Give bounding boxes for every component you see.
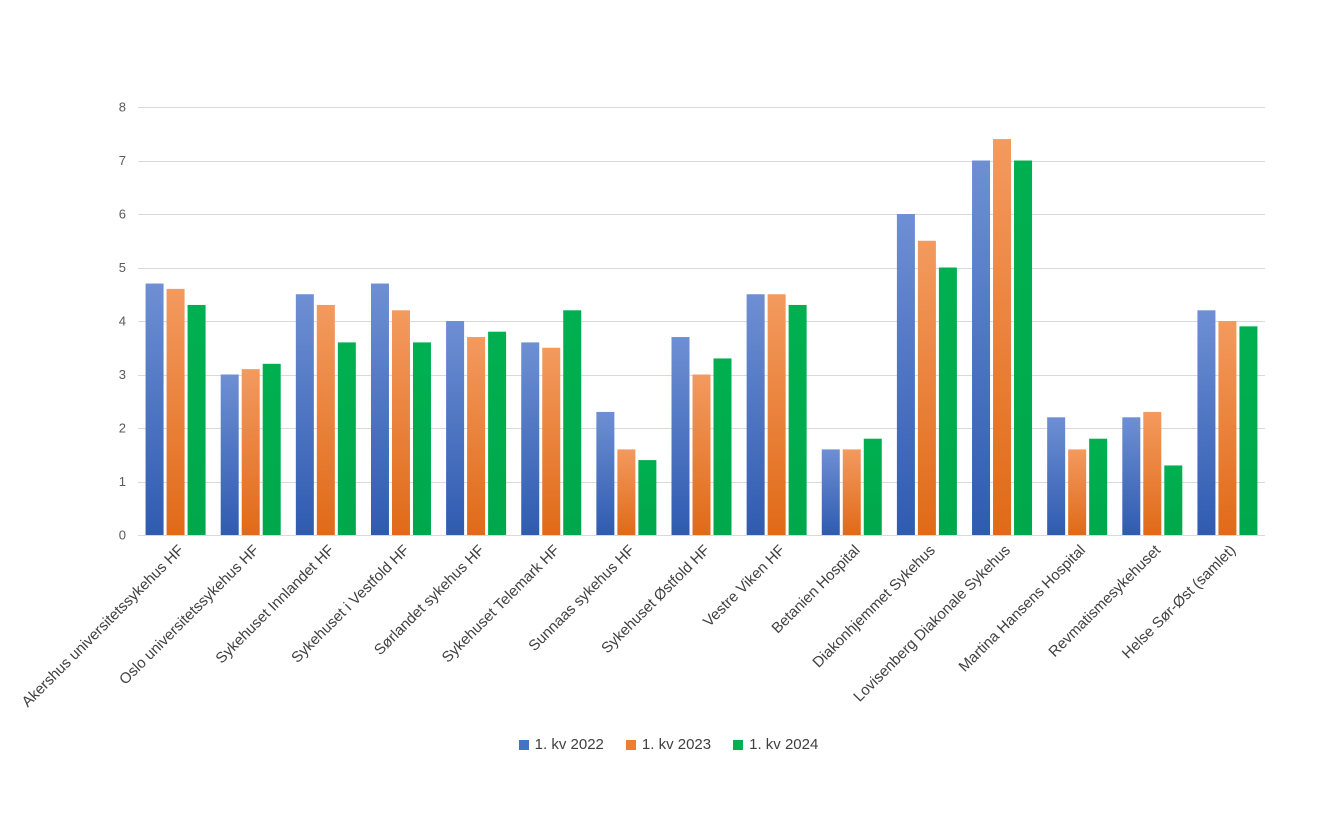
legend-item-series-1: 1. kv 2022	[518, 736, 604, 753]
bar-series-3-category-5	[488, 331, 507, 535]
bar-series-1-category-7	[596, 411, 615, 535]
y-tick-label: 8	[119, 100, 126, 115]
legend: 1. kv 2022 1. kv 2023 1. kv 2024	[0, 736, 1337, 753]
bar-series-1-category-15	[1197, 310, 1216, 535]
bar-series-2-category-12	[993, 139, 1012, 535]
bar-series-3-category-6	[563, 310, 582, 535]
bar-series-2-category-11	[917, 240, 936, 535]
x-category-label: Martina Hansens Hospital	[956, 542, 1089, 675]
bar-series-2-category-10	[842, 449, 861, 535]
bar-series-2-category-9	[767, 294, 786, 535]
bar-series-3-category-12	[1014, 160, 1033, 535]
bar-series-1-category-11	[896, 214, 915, 535]
bar-series-2-category-2	[241, 369, 260, 535]
y-tick-label: 3	[119, 367, 126, 382]
bar-series-3-category-4	[412, 342, 431, 535]
legend-item-series-2: 1. kv 2023	[625, 736, 712, 753]
bar-series-1-category-6	[521, 342, 540, 535]
y-tick-label: 7	[119, 153, 126, 168]
bar-series-3-category-9	[788, 304, 807, 535]
bar-series-2-category-8	[692, 374, 711, 535]
legend-swatch	[518, 739, 529, 750]
bar-series-3-category-8	[713, 358, 732, 535]
bar-series-1-category-14	[1122, 417, 1141, 535]
bar-series-2-category-5	[467, 337, 486, 535]
bars	[145, 139, 1258, 535]
bar-series-2-category-6	[542, 347, 561, 535]
bar-series-3-category-14	[1164, 465, 1183, 535]
bar-series-2-category-13	[1068, 449, 1087, 535]
bar-series-3-category-2	[262, 363, 281, 535]
bar-series-1-category-10	[821, 449, 840, 535]
x-category-label: Akershus universitetssykehus HF	[19, 542, 188, 711]
y-tick-label: 2	[119, 421, 126, 436]
x-category-label: Lovisenberg Diakonale Sykehus	[850, 542, 1014, 706]
bar-series-1-category-12	[972, 160, 991, 535]
bar-series-1-category-9	[746, 294, 765, 535]
bar-series-1-category-8	[671, 337, 690, 535]
bar-series-2-category-7	[617, 449, 636, 535]
y-tick-label: 5	[119, 260, 126, 275]
legend-label: 1. kv 2022	[534, 736, 604, 753]
bar-series-1-category-2	[220, 374, 239, 535]
bar-series-1-category-5	[446, 321, 465, 535]
x-category-label: Oslo universitetssykehus HF	[116, 542, 262, 688]
bar-series-2-category-3	[316, 304, 335, 535]
bar-series-1-category-3	[295, 294, 314, 535]
bar-series-3-category-13	[1089, 438, 1108, 535]
bar-series-2-category-15	[1218, 321, 1237, 535]
bar-series-3-category-15	[1239, 326, 1258, 535]
legend-label: 1. kv 2023	[641, 736, 712, 753]
bar-series-3-category-7	[638, 460, 657, 535]
bar-series-2-category-4	[391, 310, 410, 535]
bar-series-3-category-1	[187, 304, 206, 535]
legend-item-series-3: 1. kv 2024	[733, 736, 818, 753]
bar-series-1-category-13	[1047, 417, 1066, 535]
legend-swatch	[733, 739, 744, 750]
bar-series-3-category-11	[938, 267, 957, 535]
y-axis-ticks: 0 1 2 3 4 5 6 7 8	[119, 100, 126, 543]
y-tick-label: 1	[119, 474, 126, 489]
legend-swatch	[625, 739, 636, 750]
x-category-label: Diakonhjemmet Sykehus	[809, 542, 938, 671]
bar-series-1-category-4	[370, 283, 389, 535]
bar-series-1-category-1	[145, 283, 164, 535]
bar-series-3-category-10	[863, 438, 882, 535]
bar-series-3-category-3	[337, 342, 356, 535]
legend-label: 1. kv 2024	[749, 736, 819, 753]
y-tick-label: 4	[119, 314, 126, 329]
bar-series-2-category-14	[1143, 411, 1162, 535]
y-tick-label: 0	[119, 528, 126, 543]
bar-series-2-category-1	[166, 288, 185, 535]
y-tick-label: 6	[119, 207, 126, 222]
